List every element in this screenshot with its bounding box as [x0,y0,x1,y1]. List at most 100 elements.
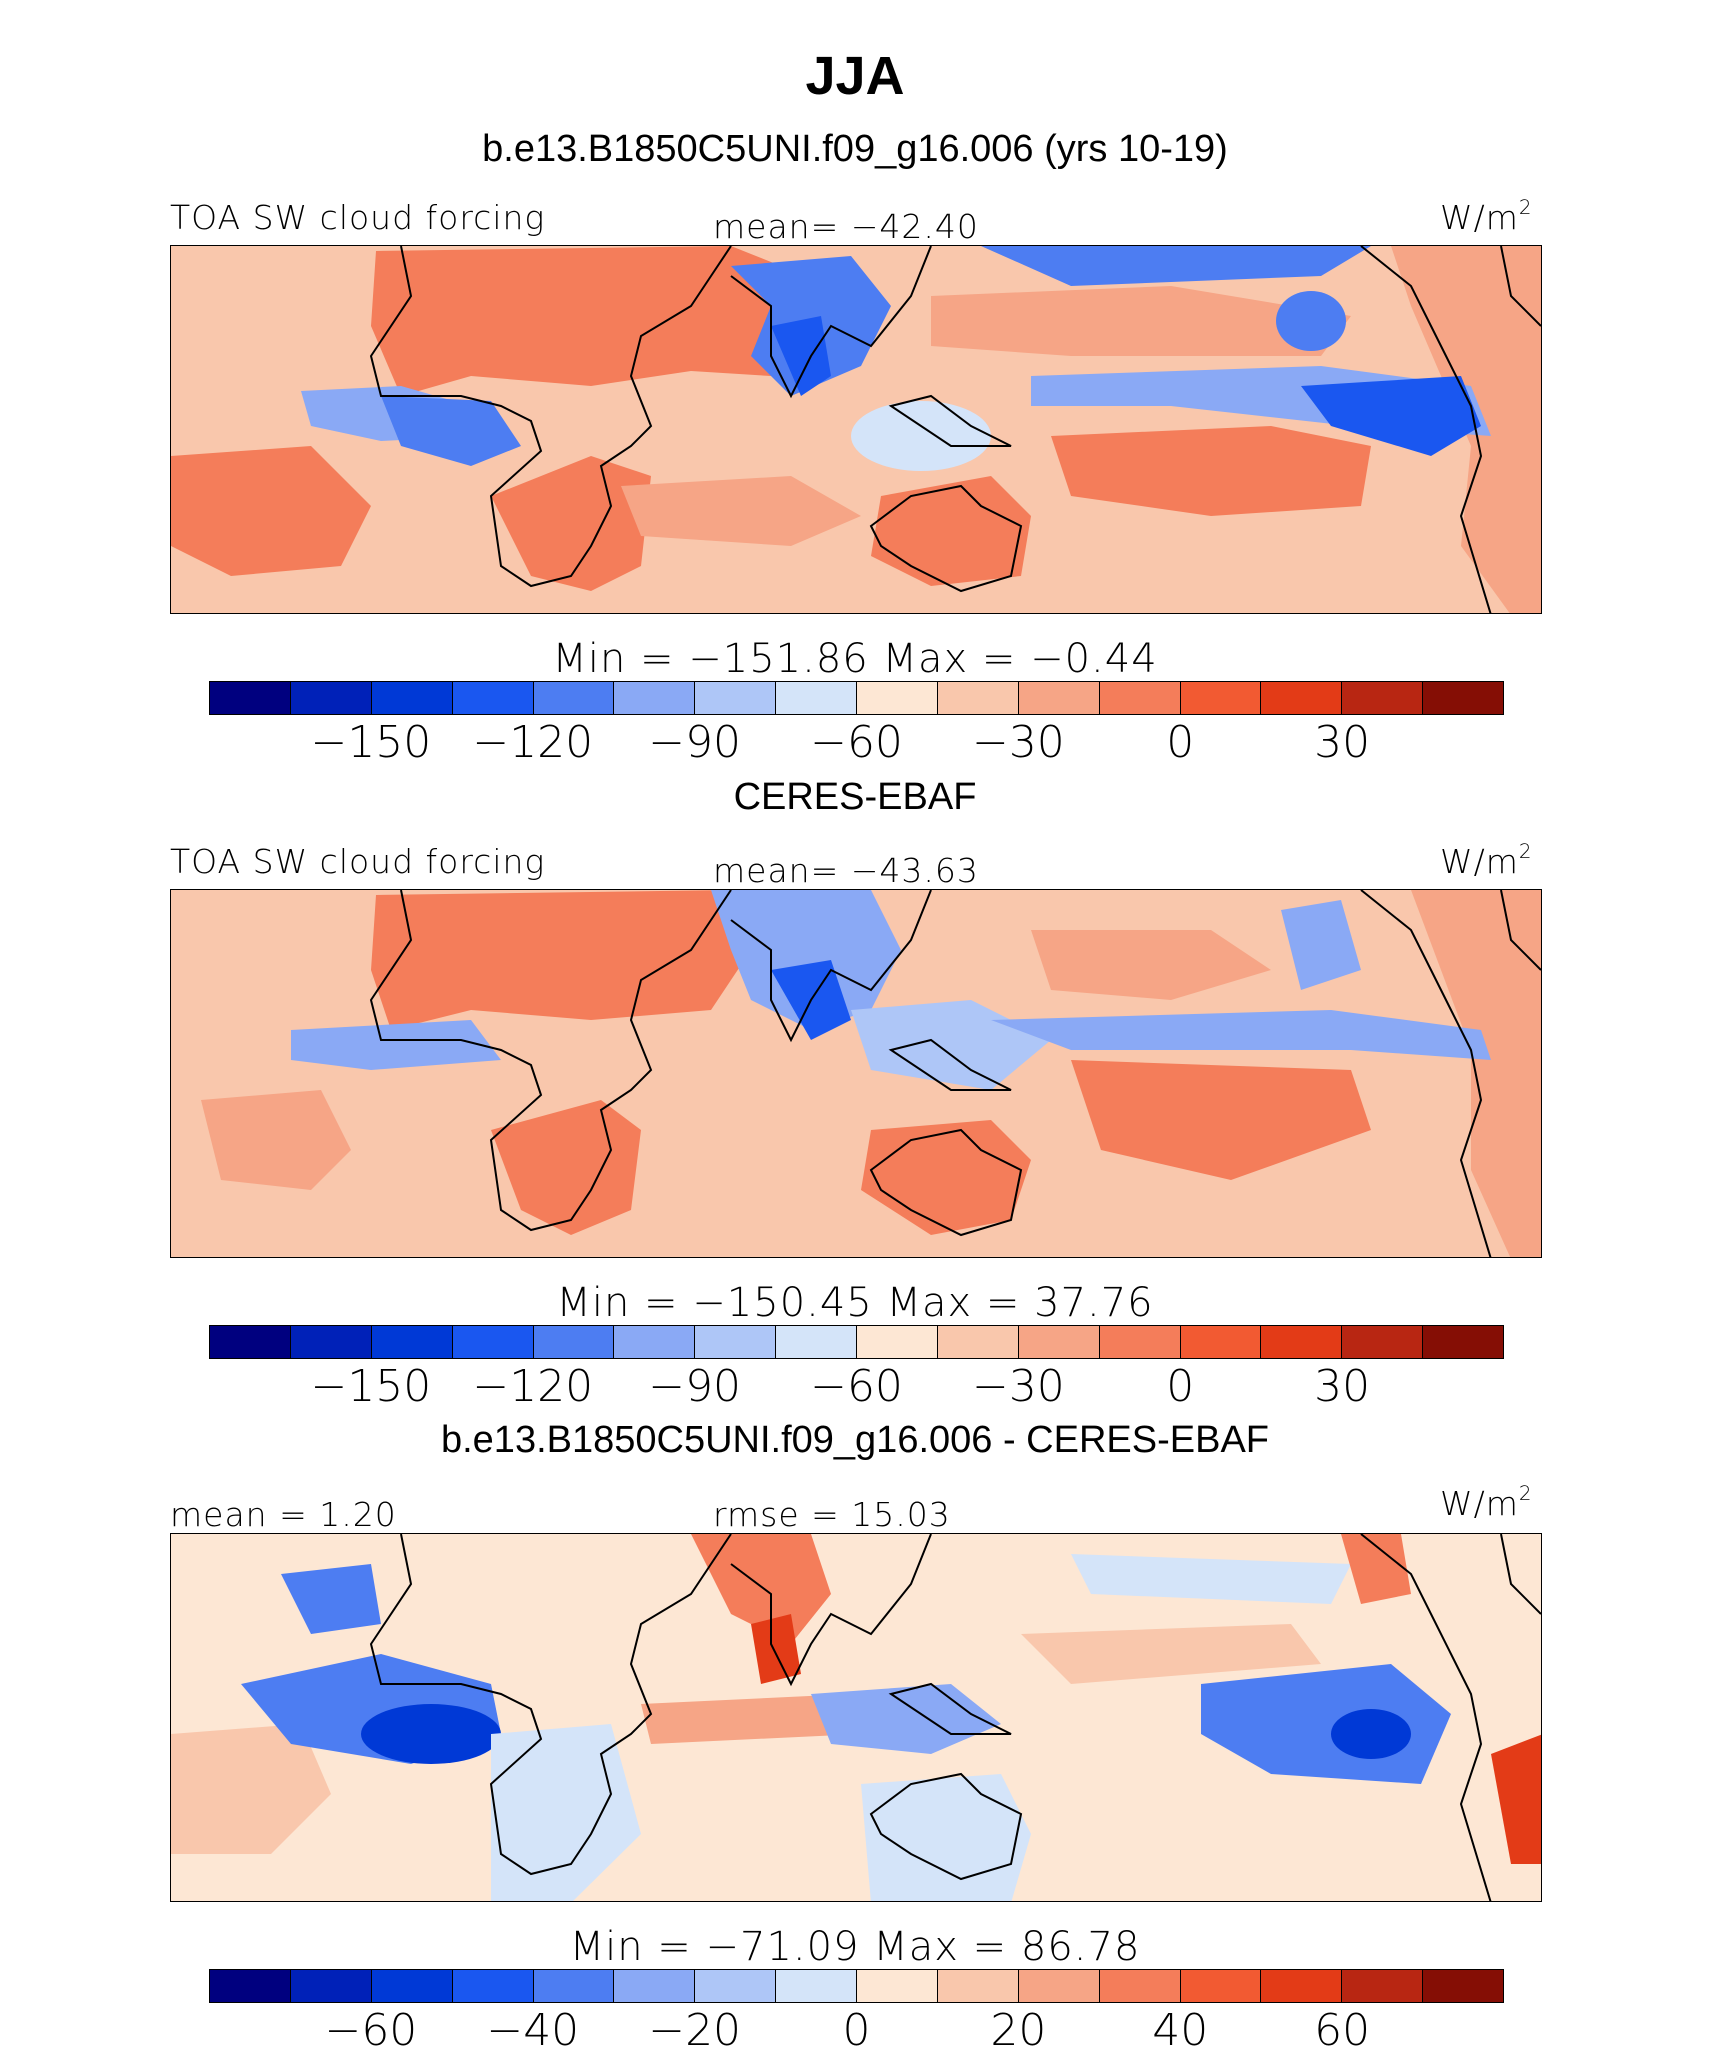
panel1-region-australia [871,476,1031,586]
panel2-region-east-pacific-cloud [1281,900,1361,990]
colorbar-tick-label: −120 [472,1361,594,1412]
colorbar-swatch [533,1970,615,2002]
colorbar-swatch [1261,1970,1343,2002]
colorbar-swatch [1423,682,1503,714]
colorbar-tick-label: −60 [810,717,903,768]
panel2-region-itcz-pacific [991,1010,1491,1060]
colorbar-swatch [1018,682,1100,714]
colorbar-swatch [1099,1970,1181,2002]
panel3-coastlines [369,1534,1541,1901]
colorbar-swatch [1342,1970,1424,2002]
panel2-region-south-atlantic [201,1090,351,1190]
colorbar-swatch [937,1326,1019,1358]
colorbar-swatch [695,682,777,714]
colorbar-swatch [290,1970,372,2002]
panel1-region-indian-ocean [621,476,861,546]
panel3-region-tibet [691,1534,831,1644]
colorbar-swatch [1099,1326,1181,1358]
colorbar-tick-label: 30 [1314,717,1371,768]
colorbar-swatch [290,682,372,714]
panel3-min-max-label: Min = −71.09 Max = 86.78 [569,1924,1141,1970]
colorbar-swatch [533,1326,615,1358]
colorbar-tick-label: 0 [842,2005,871,2056]
panel3-region-south-pacific [171,1724,331,1854]
panel1-region-hawaii-cloud [1276,291,1346,351]
panel1-region-south-africa [491,456,651,591]
colorbar-swatch [614,1326,696,1358]
colorbar-swatch [452,682,534,714]
panel3-region-north-pacific [1071,1554,1351,1604]
colorbar-swatch [1180,682,1262,714]
colorbar-tick-label: −20 [648,2005,742,2056]
panel2-region-south-africa [491,1100,641,1235]
colorbar-swatch [1180,1326,1262,1358]
panel2-coastlines [369,890,1541,1257]
colorbar-swatch [371,682,453,714]
colorbar-tick-label: −150 [310,717,432,768]
panel1-region-bay-of-bengal [771,316,831,396]
colorbar-swatch [1099,682,1181,714]
panel2-title: CERES-EBAF [733,776,977,818]
panel2-region-australia [861,1120,1031,1235]
colorbar-tick-label: 0 [1166,717,1195,768]
colorbar-swatch [937,1970,1019,2002]
colorbar-tick-label: 30 [1314,1361,1371,1412]
panel1-min-max-label: Min = −151.86 Max = −0.44 [552,636,1158,682]
panel3-region-california [1341,1534,1411,1604]
panel1-variable-label: TOA SW cloud forcing [170,198,546,237]
colorbar-swatch [614,1970,696,2002]
colorbar-swatch [452,1326,534,1358]
colorbar-tick-label: −30 [971,717,1065,768]
colorbar-swatch [776,1326,857,1358]
colorbar-tick-label: 0 [1166,1361,1195,1412]
panel2-mean-label: mean= −43.63 [713,851,979,890]
colorbar-swatch [1180,1970,1262,2002]
colorbar-swatch [371,1970,453,2002]
panel2-region-north-pacific [1031,930,1271,1000]
panel2-unit-label: W/m2 [1440,840,1533,881]
panel1-colorbar [209,681,1504,715]
colorbar-tick-label: 40 [1152,2005,1209,2056]
colorbar-swatch [695,1326,777,1358]
colorbar-tick-label: 60 [1314,2005,1371,2056]
panel3-region-gulf-of-guinea [361,1704,501,1764]
colorbar-swatch [937,682,1019,714]
colorbar-tick-label: −40 [486,2005,580,2056]
colorbar-swatch [857,682,938,714]
colorbar-swatch [1342,682,1424,714]
panel3-region-north-africa [281,1564,381,1634]
colorbar-swatch [776,1970,857,2002]
colorbar-swatch [371,1326,453,1358]
panel3-rmse-label: rmse = 15.03 [713,1495,951,1534]
colorbar-swatch [1018,1326,1100,1358]
colorbar-tick-label: −60 [324,2005,418,2056]
panel3-map [170,1533,1542,1902]
colorbar-swatch [1423,1326,1503,1358]
panel1-mean-label: mean= −42.40 [713,207,979,246]
panel1-region-maritime-continent [851,401,991,471]
colorbar-swatch [1018,1970,1100,2002]
colorbar-tick-label: −90 [648,1361,742,1412]
figure-title: JJA [805,46,905,106]
panel1-region-sahara-arabia [371,246,811,396]
panel3-unit-label: W/m2 [1440,1482,1533,1523]
panel3-region-arabian-sea [751,1614,801,1684]
colorbar-swatch [452,1970,534,2002]
panel3-mean-label: mean = 1.20 [170,1495,397,1534]
panel3-region-east-pacific-core [1331,1709,1411,1759]
panel1-region-south-atlantic [171,446,371,576]
panel3-region-peru-coast [1491,1734,1541,1864]
panel2-min-max-label: Min = −150.45 Max = 37.76 [556,1280,1154,1326]
colorbar-swatch [1342,1326,1424,1358]
panel3-region-south-africa [491,1724,641,1901]
colorbar-tick-label: 20 [990,2005,1047,2056]
colorbar-tick-label: −60 [810,1361,903,1412]
colorbar-tick-label: −30 [971,1361,1065,1412]
panel3-region-australia [861,1774,1031,1901]
panel2-variable-label: TOA SW cloud forcing [170,842,546,881]
panel3-title: b.e13.B1850C5UNI.f09_g16.006 - CERES-EBA… [440,1419,1270,1461]
colorbar-swatch [1261,682,1343,714]
panel3-colorbar [209,1969,1504,2003]
panel1-region-south-pacific [1051,426,1371,516]
colorbar-swatch [857,1970,938,2002]
